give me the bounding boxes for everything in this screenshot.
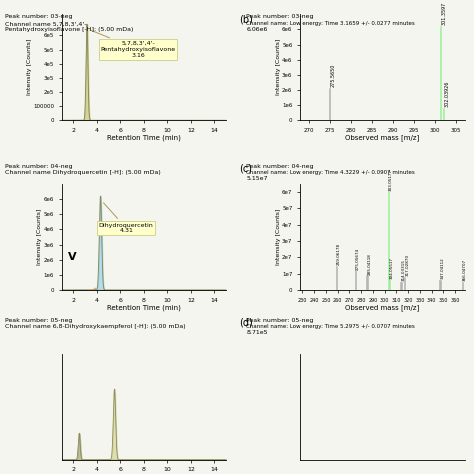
Text: Dihydroquercetin
4.31: Dihydroquercetin 4.31	[99, 203, 154, 234]
Text: 304.05517: 304.05517	[390, 257, 394, 280]
Text: 347.04112: 347.04112	[440, 258, 445, 280]
Text: 5.15e7: 5.15e7	[246, 176, 268, 181]
Bar	[388, 192, 389, 290]
Y-axis label: Intensity [Counts]: Intensity [Counts]	[27, 39, 32, 95]
Bar	[389, 280, 390, 290]
X-axis label: Observed mass [m/z]: Observed mass [m/z]	[345, 134, 419, 141]
Bar	[443, 108, 444, 120]
Text: 303.05177: 303.05177	[389, 169, 393, 191]
Text: (c): (c)	[239, 164, 252, 173]
Text: Pentahydroxyisoflavone [-H]: (5.00 mDa): Pentahydroxyisoflavone [-H]: (5.00 mDa)	[5, 27, 133, 33]
Text: 259.06178: 259.06178	[337, 243, 341, 265]
Text: 285.04118: 285.04118	[368, 253, 372, 274]
Bar	[462, 282, 463, 290]
Text: 8.71e5: 8.71e5	[246, 330, 268, 335]
Y-axis label: Intensity [Counts]: Intensity [Counts]	[276, 39, 281, 95]
Text: Peak number: 04-neg: Peak number: 04-neg	[5, 164, 72, 169]
Text: Peak number: 05-neg: Peak number: 05-neg	[5, 318, 72, 323]
Text: Channel name: Low energy: Time 4.3229 +/- 0.0907 minutes: Channel name: Low energy: Time 4.3229 +/…	[246, 170, 415, 175]
Text: Peak number: 03-neg: Peak number: 03-neg	[5, 14, 72, 19]
Text: V: V	[68, 252, 77, 262]
Y-axis label: Intensity [Counts]: Intensity [Counts]	[276, 209, 281, 265]
Text: Peak number: 04-neg: Peak number: 04-neg	[246, 164, 314, 169]
Text: Channel name 6,8-Dihydroxykaempferol [-H]: (5.00 mDa): Channel name 6,8-Dihydroxykaempferol [-H…	[5, 324, 185, 329]
Text: Channel name: Low energy: Time 5.2975 +/- 0.0707 minutes: Channel name: Low energy: Time 5.2975 +/…	[246, 324, 415, 329]
Bar	[366, 275, 368, 290]
Bar	[329, 89, 330, 120]
Text: (d): (d)	[239, 318, 253, 328]
Text: (b): (b)	[239, 14, 253, 24]
Bar	[404, 277, 405, 290]
Bar	[401, 282, 402, 290]
Text: 366.04707: 366.04707	[463, 259, 467, 281]
X-axis label: Observed mass [m/z]: Observed mass [m/z]	[345, 304, 419, 311]
X-axis label: Retention Time (min): Retention Time (min)	[107, 304, 181, 310]
Text: Channel name 5,7,8,3',4'-: Channel name 5,7,8,3',4'-	[5, 21, 86, 27]
Text: 275.5650: 275.5650	[330, 64, 336, 87]
Text: 302.03926: 302.03926	[445, 80, 449, 107]
Bar	[439, 280, 441, 290]
Y-axis label: Intensity [Counts]: Intensity [Counts]	[37, 209, 42, 265]
Text: Peak number: 03-neg: Peak number: 03-neg	[246, 14, 314, 19]
Text: Channel name Dihydroquercetin [-H]: (5.00 mDa): Channel name Dihydroquercetin [-H]: (5.0…	[5, 170, 161, 175]
Text: 6.06e6: 6.06e6	[246, 27, 268, 33]
Text: Channel name: Low energy: Time 3.1659 +/- 0.0277 minutes: Channel name: Low energy: Time 3.1659 +/…	[246, 21, 415, 27]
Text: 275.05674: 275.05674	[356, 247, 360, 270]
Text: Peak number: 05-neg: Peak number: 05-neg	[246, 318, 314, 323]
Bar	[336, 265, 337, 290]
Bar	[355, 271, 356, 290]
Text: 314.03315: 314.03315	[401, 259, 406, 281]
Text: 301.3597: 301.3597	[442, 1, 447, 25]
X-axis label: Retention Time (min): Retention Time (min)	[107, 134, 181, 141]
Bar	[440, 27, 441, 120]
Text: 5,7,8,3',4'-
Pentahydroxyisoflavone
3.16: 5,7,8,3',4'- Pentahydroxyisoflavone 3.16	[90, 30, 175, 58]
Text: 317.02870: 317.02870	[405, 254, 409, 276]
